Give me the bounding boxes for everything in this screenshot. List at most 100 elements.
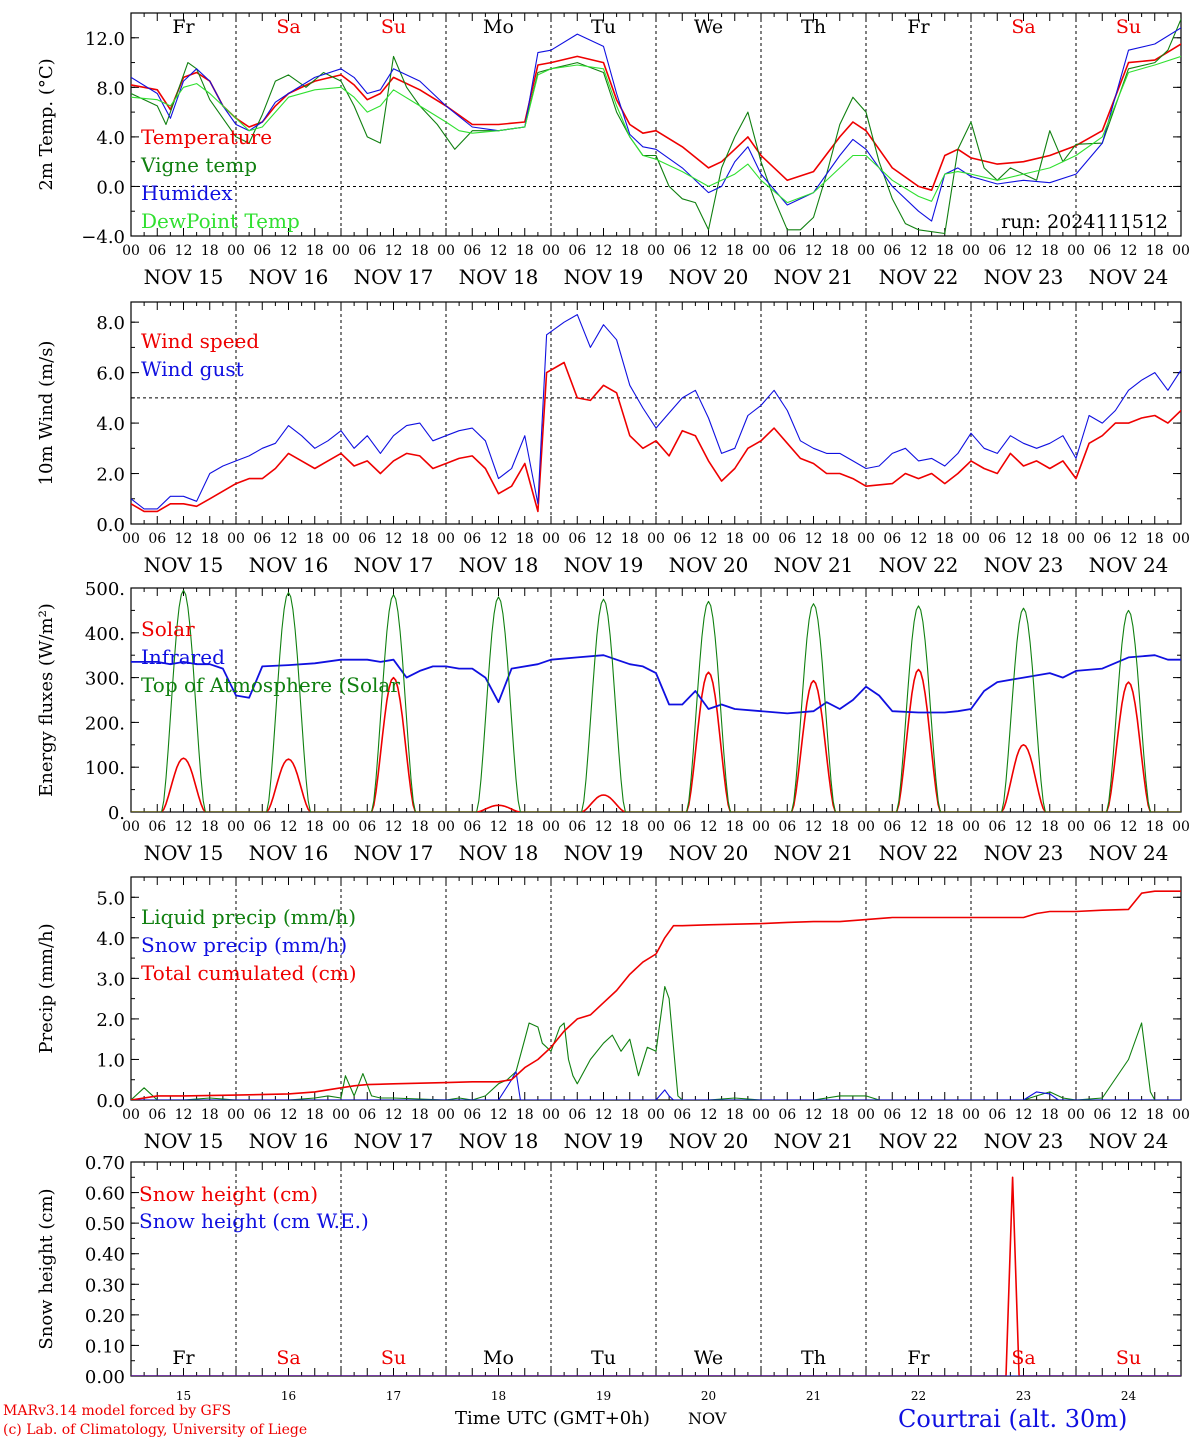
hour-tick-label: 00 (857, 531, 875, 547)
hour-tick-label: 18 (411, 1107, 429, 1123)
hour-tick-label: 06 (358, 1107, 376, 1123)
hour-tick-label: 18 (306, 1107, 324, 1123)
hour-tick-label: 06 (883, 1107, 901, 1123)
hour-tick-label: 18 (936, 819, 954, 835)
series-line-1 (131, 361, 1181, 513)
hour-tick-label: 12 (805, 1107, 823, 1123)
hour-tick-label: 18 (516, 1107, 534, 1123)
weekday-label: Fr (172, 16, 195, 38)
weekday-label: Fr (907, 16, 930, 38)
hour-tick-label: 18 (306, 531, 324, 547)
day-number-label: 15 (176, 1389, 191, 1403)
hour-tick-label: 00 (122, 1107, 140, 1123)
hour-tick-label: 12 (490, 1107, 508, 1123)
series-group (131, 890, 1181, 1100)
weekday-label: Th (801, 1347, 826, 1369)
day-number-label: 22 (911, 1389, 926, 1403)
hour-tick-label: 18 (411, 531, 429, 547)
hour-tick-label: 18 (516, 819, 534, 835)
y-tick-label: 4.0 (96, 929, 125, 950)
hour-tick-label: 06 (883, 243, 901, 259)
series-line-1 (131, 43, 1181, 191)
hour-tick-label: 00 (542, 819, 560, 835)
hour-tick-label: 06 (1093, 531, 1111, 547)
date-label: NOV 22 (879, 553, 959, 577)
date-label: NOV 17 (354, 841, 434, 865)
hour-tick-label: 12 (385, 1107, 403, 1123)
legend-entry: Total cumulated (cm) (141, 961, 357, 985)
hour-tick-label: 06 (358, 531, 376, 547)
weekday-label: We (694, 1347, 723, 1369)
hour-tick-label: 06 (253, 243, 271, 259)
y-tick-label: 2.0 (96, 465, 125, 486)
day-number-label: 19 (596, 1389, 611, 1403)
hour-tick-label: 06 (148, 531, 166, 547)
hour-tick-label: 06 (253, 819, 271, 835)
date-label: NOV 24 (1089, 265, 1169, 289)
hour-tick-label: 18 (936, 531, 954, 547)
series-line-2 (131, 18, 1181, 235)
y-tick-label: 0. (108, 803, 125, 824)
hour-tick-label: 12 (595, 243, 613, 259)
y-tick-label: 4.0 (96, 414, 125, 435)
hour-tick-label: 00 (332, 243, 350, 259)
series-line-2 (131, 314, 1181, 510)
hour-tick-label: 00 (857, 819, 875, 835)
hour-tick-label: 06 (1093, 243, 1111, 259)
y-axis-label: 2m Temp. (°C) (36, 58, 57, 190)
hour-tick-label: 00 (437, 819, 455, 835)
legend-entry: Snow height (cm W.E.) (139, 1209, 369, 1233)
hour-tick-label: 12 (1015, 1107, 1033, 1123)
hour-tick-label: 06 (1093, 819, 1111, 835)
hour-tick-label: 18 (831, 531, 849, 547)
hour-tick-label: 00 (542, 1107, 560, 1123)
hour-tick-label: 18 (516, 531, 534, 547)
day-number-label: 17 (386, 1389, 401, 1403)
hour-tick-label: 06 (673, 819, 691, 835)
chart-panels: −4.0 0.0 4.0 8.0 12.0 2m Temp. (°C) 00 06 12 18 00… (36, 12, 1190, 1403)
hour-tick-label: 06 (568, 819, 586, 835)
weekday-label: Sa (276, 1347, 300, 1369)
hour-tick-label: 00 (647, 1107, 665, 1123)
hour-tick-label: 12 (910, 531, 928, 547)
hour-tick-label: 12 (175, 819, 193, 835)
date-label: NOV 19 (564, 265, 644, 289)
hour-tick-label: 12 (805, 531, 823, 547)
series-group (131, 589, 1181, 812)
y-tick-label: 500. (85, 579, 125, 600)
hour-tick-label: 12 (1120, 531, 1138, 547)
date-label: NOV 17 (354, 1129, 434, 1153)
hour-tick-label: 18 (306, 819, 324, 835)
hour-tick-label: 06 (148, 819, 166, 835)
y-tick-label: 100. (85, 758, 125, 779)
hour-tick-label: 12 (280, 1107, 298, 1123)
legend-entry: Wind speed (141, 329, 259, 353)
y-tick-label: 300. (85, 669, 125, 690)
panel-5: 0.00 0.10 0.20 0.30 0.40 0.50 0.60 0.70 Snow hei… (36, 1153, 1182, 1403)
y-tick-label: 0.10 (85, 1336, 125, 1357)
hour-tick-label: 06 (883, 819, 901, 835)
weekday-label: Su (381, 1347, 406, 1369)
hour-tick-label: 06 (778, 243, 796, 259)
weekday-label: We (694, 16, 723, 38)
date-label: NOV 18 (459, 553, 539, 577)
date-label: NOV 24 (1089, 553, 1169, 577)
hour-tick-label: 12 (595, 531, 613, 547)
hour-tick-label: 12 (175, 1107, 193, 1123)
date-label: NOV 20 (669, 1129, 749, 1153)
y-tick-label: 8.0 (96, 78, 125, 99)
hour-tick-label: 00 (1172, 243, 1190, 259)
date-label: NOV 19 (564, 553, 644, 577)
axis-frame (130, 587, 1182, 813)
hour-tick-label: 00 (647, 819, 665, 835)
y-tick-label: 0.0 (96, 177, 125, 198)
hour-tick-label: 18 (1146, 531, 1164, 547)
hour-tick-label: 12 (1120, 1107, 1138, 1123)
hour-tick-label: 00 (752, 1107, 770, 1123)
y-axis-label: Precip (mm/h) (36, 923, 57, 1053)
y-tick-label: 0.0 (96, 1091, 125, 1112)
y-tick-label: 2.0 (96, 1010, 125, 1031)
hour-tick-label: 06 (673, 531, 691, 547)
hour-tick-label: 18 (411, 243, 429, 259)
date-label: NOV 24 (1089, 841, 1169, 865)
